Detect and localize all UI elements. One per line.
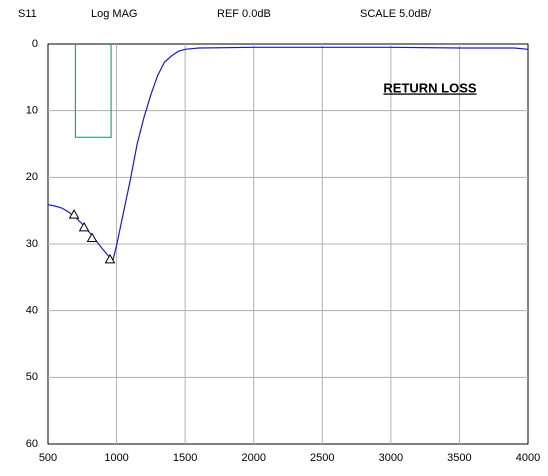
y-tick-label: 0	[32, 38, 38, 50]
header-field: S11	[18, 8, 37, 20]
marker	[86, 232, 98, 242]
header-field: Log MAG	[91, 8, 137, 20]
marker	[78, 221, 90, 232]
x-tick-label: 4000	[516, 452, 540, 464]
header-field: REF 0.0dB	[217, 8, 271, 20]
header-field: SCALE 5.0dB/	[360, 8, 432, 20]
limit-mask	[74, 44, 112, 138]
x-tick-label: 1000	[104, 452, 128, 464]
x-tick-label: 1500	[173, 452, 197, 464]
x-tick-label: 3000	[379, 452, 403, 464]
y-tick-label: 40	[26, 305, 38, 317]
marker	[68, 209, 80, 219]
y-tick-label: 10	[26, 105, 38, 117]
x-tick-label: 500	[39, 452, 57, 464]
y-tick-label: 60	[26, 438, 38, 450]
x-tick-label: 3500	[447, 452, 471, 464]
y-tick-label: 20	[26, 171, 38, 183]
annotation: RETURN LOSS	[383, 80, 477, 95]
marker	[104, 253, 116, 264]
x-tick-label: 2500	[310, 452, 334, 464]
y-tick-label: 50	[26, 371, 38, 383]
trace-line	[47, 46, 529, 261]
y-tick-label: 30	[26, 238, 38, 250]
x-tick-label: 2000	[241, 452, 265, 464]
